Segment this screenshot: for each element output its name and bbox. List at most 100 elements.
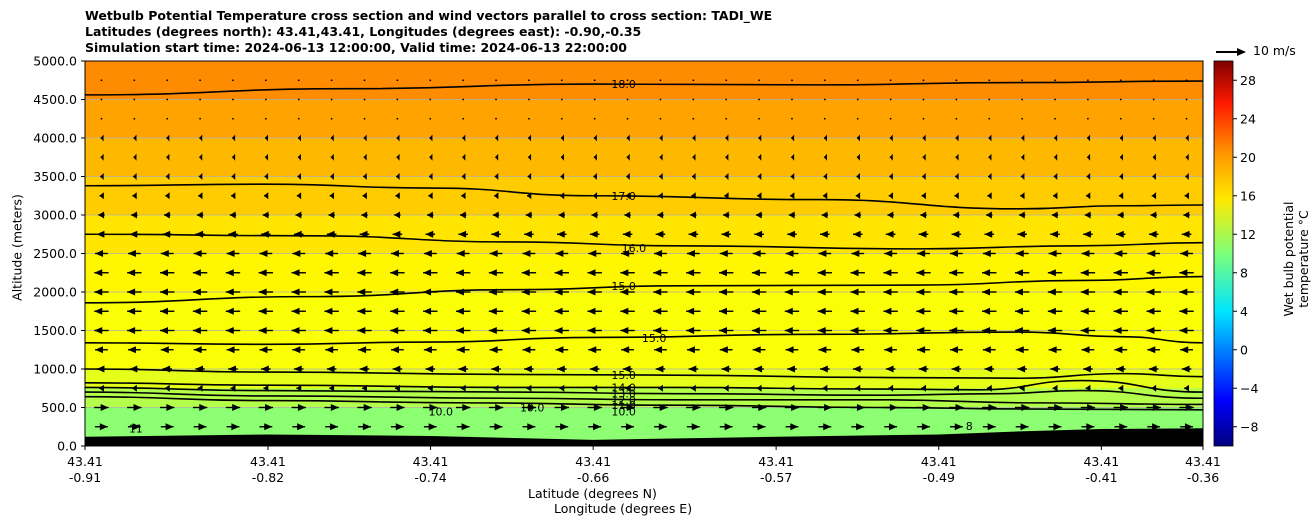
wind-vector-head xyxy=(226,346,235,354)
wind-vector-head xyxy=(297,404,306,411)
wind-vector xyxy=(363,117,366,120)
wind-vector-head xyxy=(1081,250,1090,257)
wind-vector-head xyxy=(1185,134,1189,142)
wind-vector-head xyxy=(160,346,169,354)
wind-vector-head xyxy=(593,134,597,142)
wind-vector-head xyxy=(916,288,925,296)
wind-vector-head xyxy=(231,423,240,431)
wind-vector-head xyxy=(559,384,565,392)
wind-vector-head xyxy=(982,307,991,315)
wind-vector xyxy=(659,98,662,101)
wind-vector xyxy=(593,98,596,101)
wind-vector-head xyxy=(851,250,860,257)
wind-vector-head xyxy=(521,327,530,334)
wind-vector-head xyxy=(724,423,733,431)
wind-vector-head xyxy=(655,365,664,373)
wind-vector-head xyxy=(524,365,532,373)
wind-vector-head xyxy=(525,211,532,219)
x-tick-label-lat: 43.41 xyxy=(921,454,957,469)
wind-vector-head xyxy=(495,153,499,161)
wind-vector-head xyxy=(297,173,301,180)
wind-vector-head xyxy=(1020,192,1025,200)
wind-vector-head xyxy=(823,423,832,431)
wind-vector-head xyxy=(231,192,236,200)
wind-vector-head xyxy=(357,269,366,277)
wind-vector-head xyxy=(265,134,269,142)
y-tick-label: 3000.0 xyxy=(33,208,77,223)
wind-vector xyxy=(823,79,826,82)
wind-vector-head xyxy=(719,307,728,315)
wind-vector-head xyxy=(1115,230,1124,238)
wind-vector xyxy=(330,98,333,101)
wind-vector-head xyxy=(1152,153,1156,161)
wind-vector-head xyxy=(326,365,335,373)
wind-vector-head xyxy=(225,269,234,277)
wind-vector-head xyxy=(1021,153,1025,161)
wind-vector-head xyxy=(1050,365,1058,373)
wind-vector xyxy=(856,117,859,120)
wind-vector-head xyxy=(954,192,959,200)
wind-vector-head xyxy=(291,269,300,277)
wind-vector-head xyxy=(390,250,399,257)
wind-vector-head xyxy=(395,192,400,200)
colorbar-tick-label: 24 xyxy=(1240,111,1256,126)
wind-vector-head xyxy=(458,365,467,373)
colorbar-tick-label: 20 xyxy=(1240,150,1256,165)
wind-vector-head xyxy=(265,404,274,411)
wind-vector-head xyxy=(357,307,366,315)
wind-vector-head xyxy=(625,423,634,431)
wind-vector-head xyxy=(232,404,241,411)
wind-vector-head xyxy=(261,230,269,238)
wind-vector-head xyxy=(982,327,991,334)
wind-vector-head xyxy=(193,250,202,257)
wind-vector-head xyxy=(686,269,695,277)
wind-vector-head xyxy=(133,153,137,161)
wind-vector-head xyxy=(984,230,993,238)
wind-vector-head xyxy=(1180,346,1189,354)
wind-vector-head xyxy=(622,230,631,238)
wind-vector-head xyxy=(131,384,137,392)
wind-vector-head xyxy=(164,384,170,392)
wind-vector-head xyxy=(521,269,530,277)
wind-vector-head xyxy=(1113,307,1122,315)
temperature-band xyxy=(85,61,1203,100)
wind-vector-head xyxy=(982,269,991,277)
wind-vector-head xyxy=(358,250,367,257)
wind-vector xyxy=(659,79,662,82)
wind-vector-head xyxy=(359,365,368,373)
wind-vector-head xyxy=(554,327,563,334)
wind-vector-head xyxy=(197,384,203,392)
wind-vector xyxy=(758,79,760,82)
wind-vector-head xyxy=(589,230,598,238)
contour-label: 15.0 xyxy=(611,369,636,382)
wind-vector-head xyxy=(262,211,269,219)
wind-vector xyxy=(1054,98,1056,101)
title-line-1: Wetbulb Potential Temperature cross sect… xyxy=(85,8,773,23)
wind-vector-head xyxy=(984,365,993,373)
wind-vector-head xyxy=(225,307,234,315)
wind-vector-head xyxy=(195,365,204,373)
wind-vector-head xyxy=(325,346,334,354)
wind-vector-head xyxy=(757,423,766,431)
wind-vector-head xyxy=(165,173,170,180)
wind-vector-head xyxy=(1152,173,1156,180)
wind-vectors xyxy=(94,79,1194,431)
wind-vector-head xyxy=(918,230,927,238)
wind-vector xyxy=(232,117,234,120)
wind-vector-head xyxy=(1085,192,1091,200)
wind-vector xyxy=(1119,117,1122,120)
wind-vector-head xyxy=(659,173,663,180)
wind-vector-head xyxy=(462,404,471,411)
y-tick-label: 1500.0 xyxy=(33,323,77,338)
wind-vector-head xyxy=(1119,173,1124,180)
wind-vector-head xyxy=(423,288,432,296)
wind-vector-head xyxy=(160,307,169,315)
wind-vector-head xyxy=(524,230,532,238)
wind-vector-head xyxy=(921,384,926,392)
wind-vector-head xyxy=(1047,269,1056,277)
wind-vector-head xyxy=(127,269,136,277)
wind-vector-head xyxy=(622,365,631,373)
wind-vector-head xyxy=(659,404,668,411)
wind-vector xyxy=(692,117,695,120)
contour-line xyxy=(85,80,1203,96)
